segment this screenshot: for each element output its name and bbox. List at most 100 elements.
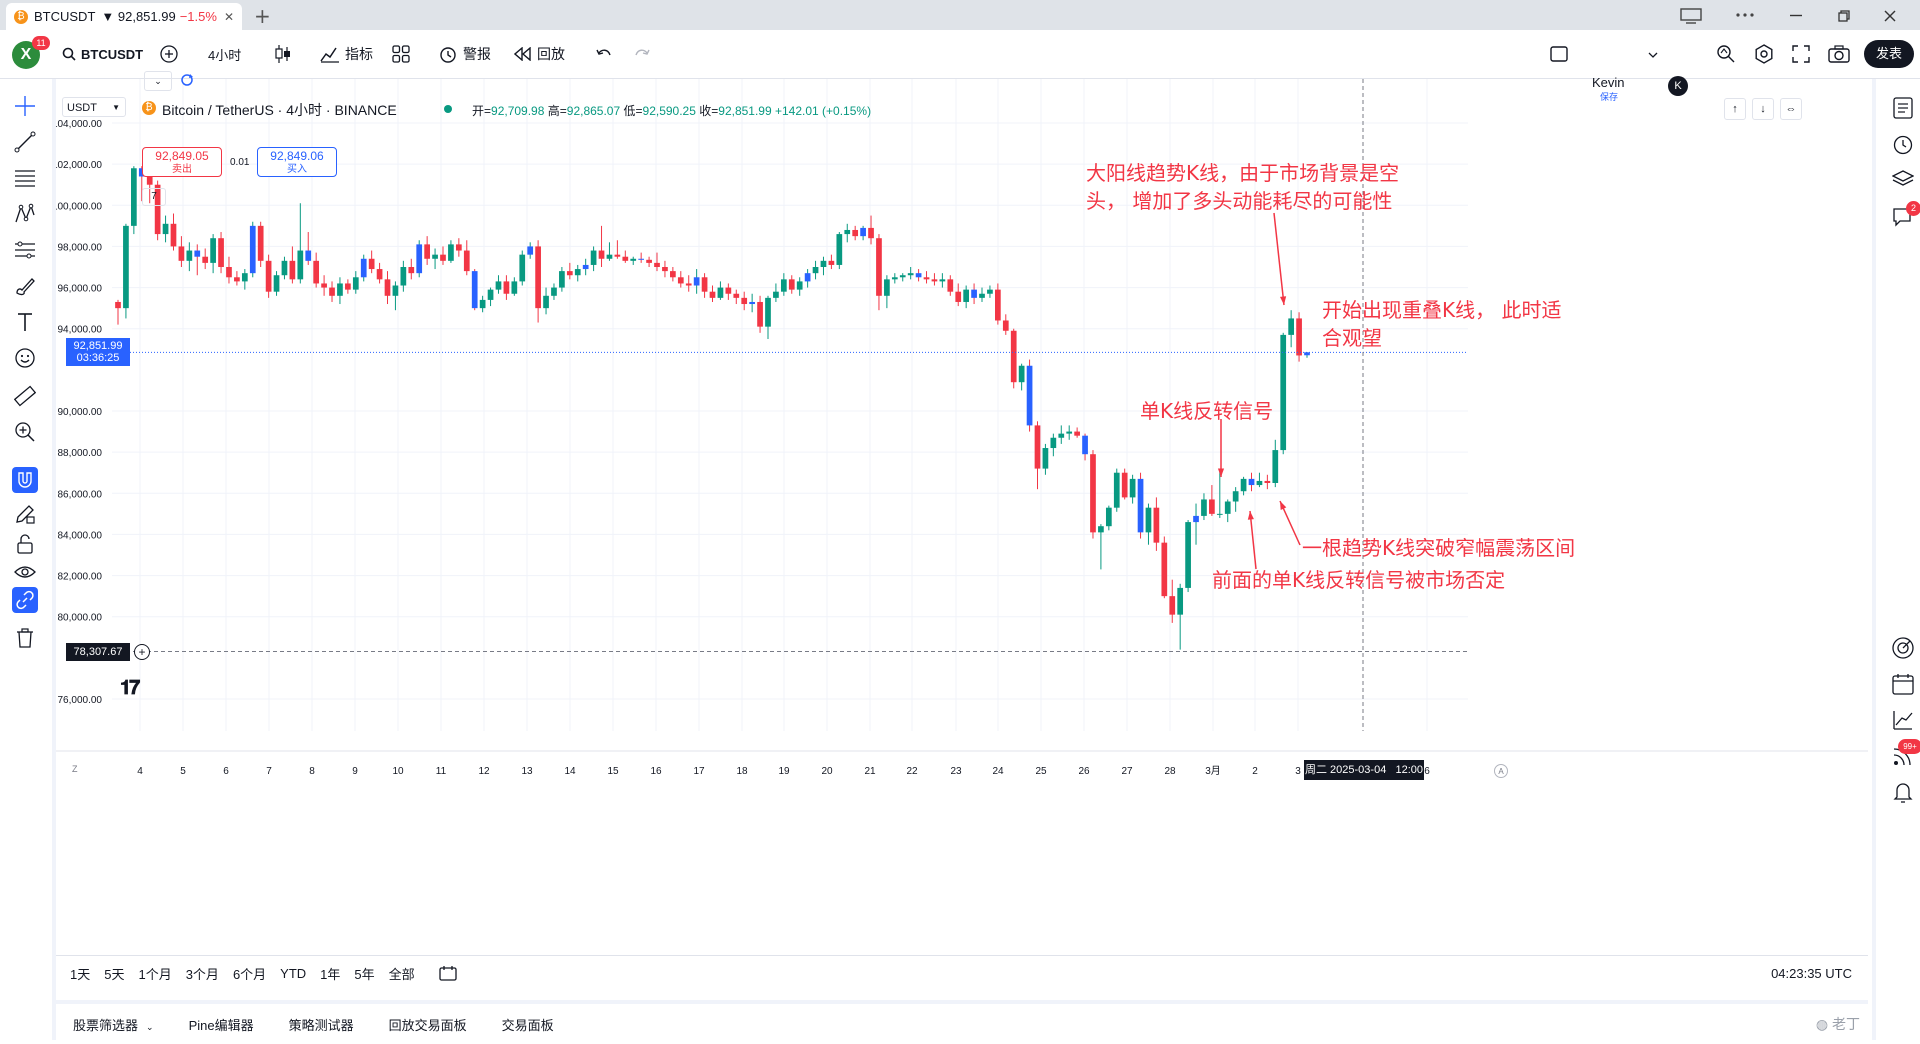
range-3m[interactable]: 3个月 <box>185 966 219 982</box>
fullscreen-icon[interactable] <box>1792 45 1810 63</box>
quick-search-icon[interactable] <box>1716 44 1736 64</box>
candle-body <box>844 229 851 235</box>
zoom-tool[interactable] <box>12 419 38 445</box>
layout-grid-icon[interactable] <box>392 45 410 63</box>
auto-scale-button[interactable]: A <box>1494 764 1508 778</box>
symbol-legend-title[interactable]: Bitcoin / TetherUS · 4小时 · BINANCE <box>162 102 397 118</box>
chevron-down-icon[interactable] <box>1648 52 1658 58</box>
redo-icon[interactable] <box>634 47 650 61</box>
sync-drawing-tool[interactable] <box>12 587 38 613</box>
user-name[interactable]: Kevin <box>1592 75 1625 90</box>
object-tree-button[interactable] <box>1890 167 1916 193</box>
calendar-button[interactable] <box>1890 671 1916 697</box>
screen-icon[interactable] <box>1680 8 1702 24</box>
timezone-z[interactable]: Z <box>72 764 78 774</box>
more-icon[interactable] <box>1735 12 1755 18</box>
tab-trading-panel[interactable]: 交易面板 <box>501 1017 554 1033</box>
collapse-toggle[interactable]: ⌄ <box>144 71 172 91</box>
hide-tool[interactable] <box>12 559 38 585</box>
restore-icon[interactable] <box>1838 10 1850 22</box>
candle-body <box>495 281 502 290</box>
trend-line-tool[interactable] <box>12 129 38 155</box>
forecast-tool[interactable] <box>12 237 38 263</box>
tab-replay-trading[interactable]: 回放交易面板 <box>388 1017 467 1033</box>
candlestick-chart[interactable]: 104,000.00 102,000.00 100,000.00 98,000.00 9… <box>56 79 1868 955</box>
browser-tab[interactable]: ₿ BTCUSDT ▼ 92,851.99 −1.5% ✕ <box>6 3 242 30</box>
range-6m[interactable]: 6个月 <box>232 966 267 982</box>
sync-icon[interactable] <box>180 73 194 87</box>
lock-drawing-tool[interactable] <box>12 501 38 527</box>
range-ytd[interactable]: YTD <box>280 965 307 981</box>
magnet-tool[interactable] <box>12 467 38 493</box>
range-1m[interactable]: 1个月 <box>138 966 172 982</box>
candle-body <box>138 168 145 177</box>
clock-icon <box>1893 135 1913 155</box>
close-window-icon[interactable] <box>1884 10 1896 22</box>
candle-body <box>741 297 748 305</box>
symbol-search[interactable]: BTCUSDT <box>62 30 143 78</box>
buy-button[interactable]: 92,849.06 买入 <box>257 147 337 177</box>
notification-badge: 11 <box>32 36 50 50</box>
user-initial-avatar[interactable]: K <box>1668 76 1688 96</box>
scroll-up-button[interactable]: ↑ <box>1724 98 1746 120</box>
scroll-down-button[interactable]: ↓ <box>1752 98 1774 120</box>
fib-tool[interactable] <box>12 165 38 191</box>
tab-strategy-tester[interactable]: 策略测试器 <box>288 1017 354 1033</box>
camera-icon[interactable] <box>1828 45 1850 63</box>
time-tick-label: 26 <box>1078 766 1090 777</box>
sell-button[interactable]: 92,849.05 卖出 <box>142 147 222 177</box>
indicators-button[interactable]: 指标 <box>320 30 373 78</box>
candle-body <box>154 184 161 235</box>
text-tool[interactable] <box>12 309 38 335</box>
ideas-button[interactable] <box>1890 707 1916 733</box>
minimize-icon[interactable] <box>1790 14 1802 17</box>
interval-button[interactable]: 4小时 <box>208 47 242 63</box>
candle-body <box>1185 522 1191 588</box>
indicator-count-toggle[interactable]: 7 <box>142 188 166 206</box>
lock-tool[interactable] <box>12 531 38 557</box>
tab-pine-editor[interactable]: Pine编辑器 <box>188 1017 254 1033</box>
remove-drawings-tool[interactable] <box>12 625 38 651</box>
goto-date-icon[interactable] <box>439 965 457 981</box>
candle-body <box>289 260 296 280</box>
watchlist-button[interactable] <box>1890 95 1916 121</box>
hotlists-button[interactable] <box>1890 635 1916 661</box>
arrow-big-bull-bar <box>1273 212 1285 306</box>
alert-button[interactable]: 警报 <box>438 30 491 78</box>
compare-symbol-icon[interactable] <box>160 45 178 63</box>
replay-button[interactable]: 回放 <box>514 30 565 78</box>
crosshair-tool[interactable] <box>12 93 38 119</box>
currency-select[interactable]: USDT ▼ <box>62 97 126 117</box>
new-tab-button[interactable]: + <box>254 4 271 28</box>
range-1d[interactable]: 1天 <box>70 966 91 982</box>
utc-clock[interactable]: 04:23:35 UTC <box>1771 965 1852 981</box>
undo-icon[interactable] <box>596 47 612 61</box>
trend-line-icon <box>14 131 36 153</box>
close-tab-icon[interactable]: ✕ <box>223 9 234 24</box>
measure-tool[interactable] <box>12 383 38 409</box>
range-5d[interactable]: 5天 <box>104 966 125 982</box>
notifications-button[interactable] <box>1890 779 1916 805</box>
brush-tool[interactable] <box>12 273 38 299</box>
annotation-reversal-negated: 前面的单K线反转信号被市场否定 <box>1212 568 1506 592</box>
range-5y[interactable]: 5年 <box>354 966 375 982</box>
tab-stock-screener[interactable]: 股票筛选器 ⌄ <box>73 1017 154 1033</box>
range-1y[interactable]: 1年 <box>320 966 341 982</box>
reset-scale-button[interactable]: ⇔ <box>1780 98 1802 120</box>
candle-body <box>194 250 201 257</box>
publish-button[interactable]: 发表 <box>1864 40 1914 68</box>
range-all[interactable]: 全部 <box>388 966 415 982</box>
candle-body <box>931 279 938 282</box>
tradingview-logo-icon: 𝟏𝟕 <box>120 677 140 699</box>
forecast-icon <box>15 241 35 259</box>
alerts-button[interactable] <box>1890 131 1916 157</box>
settings-gear-icon[interactable] <box>1754 44 1774 64</box>
pattern-tool[interactable] <box>12 201 38 227</box>
candle-body <box>408 267 415 274</box>
candle-body <box>971 289 977 298</box>
layout-single-icon[interactable] <box>1550 46 1568 62</box>
candle-type-icon[interactable] <box>274 44 292 64</box>
add-order-icon[interactable]: + <box>134 643 150 660</box>
emoji-tool[interactable] <box>12 345 38 371</box>
chart-area[interactable]: 104,000.00 102,000.00 100,000.00 98,000.00 9… <box>56 71 1868 989</box>
